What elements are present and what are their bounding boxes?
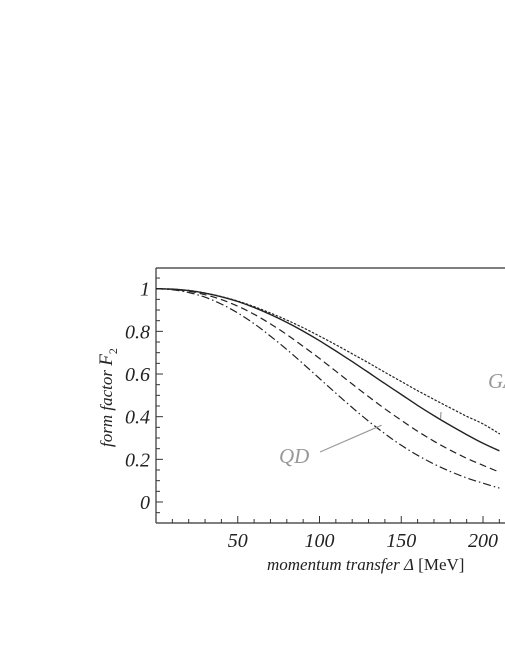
y-axis-title-text: form factor <box>97 366 116 447</box>
tick-marks <box>156 277 500 523</box>
y-tick-label: 0.8 <box>125 321 150 343</box>
annotation-label-ga: GA <box>488 369 505 393</box>
series-line-dashdot <box>156 288 500 489</box>
y-axis-title-symbol: F <box>96 354 117 367</box>
annotation-leader-lines <box>319 411 442 453</box>
y-tick-label: 0.2 <box>125 449 150 471</box>
series-lines <box>156 288 500 489</box>
annotation-leader-qd <box>319 424 382 453</box>
y-tick-label: 1 <box>140 279 150 301</box>
y-tick-label: 0.6 <box>125 364 150 386</box>
x-tick-label: 150 <box>386 530 416 552</box>
x-tick-label: 50 <box>228 530 248 552</box>
series-line-dashed <box>156 288 500 473</box>
y-tick-label: 0 <box>140 492 150 514</box>
x-axis-title: momentum transfer Δ [MeV] <box>267 555 464 574</box>
y-tick-label: 0.4 <box>125 407 150 429</box>
y-axis-title-subscript: 2 <box>106 348 120 354</box>
y-axis-title: form factor F2 <box>96 348 120 447</box>
annotation-leader-ga <box>439 411 442 419</box>
tick-labels: 50 100 150 200 0 0.2 0.4 0.6 0.8 1 <box>125 279 498 552</box>
series-line-solid <box>156 288 500 452</box>
annotation-label-qd: QD <box>279 444 309 468</box>
x-axis-title-text: momentum transfer Δ <box>267 555 414 574</box>
series-line-dotted <box>156 288 500 435</box>
x-tick-label: 100 <box>305 530 335 552</box>
x-tick-label: 200 <box>468 530 498 552</box>
x-axis-title-unit: [MeV] <box>414 555 465 574</box>
